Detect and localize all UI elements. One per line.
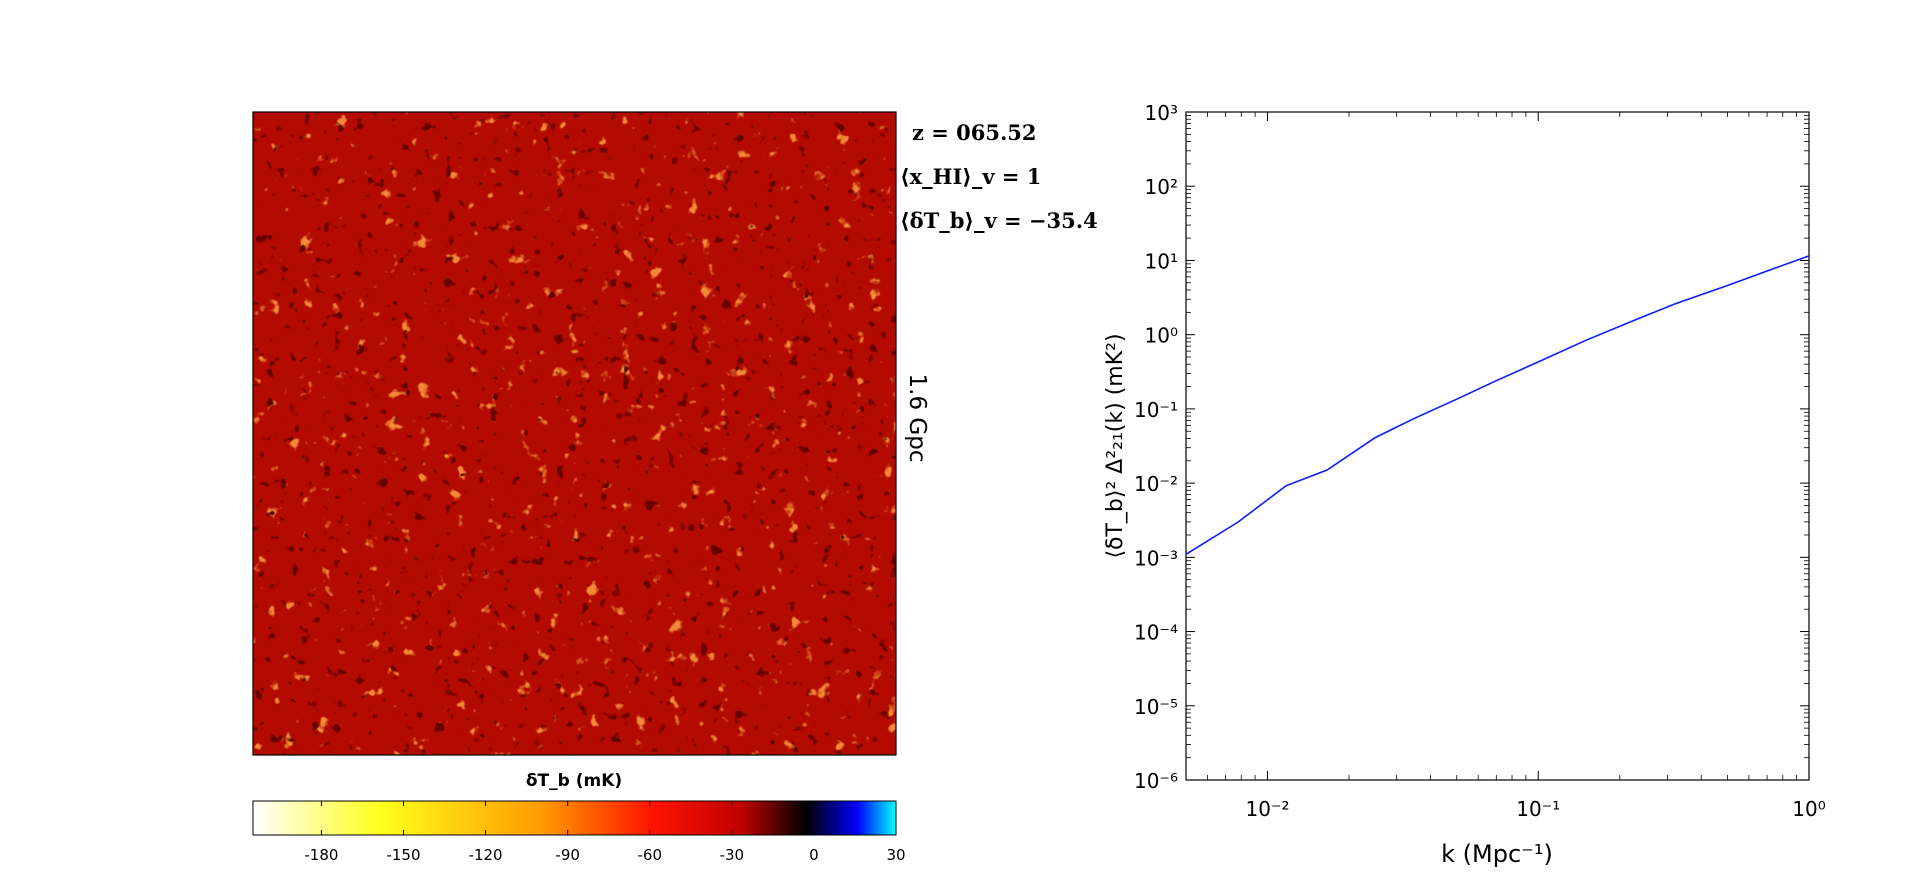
plot-area [1185,111,1810,781]
mean-dtb-label: ⟨δT_b⟩_v = −35.4 [900,208,1098,233]
colorbar-tick-label: -30 [720,846,745,864]
y-tick-label: 10¹ [1145,249,1178,273]
power-spectrum-line [1185,255,1810,555]
x-tick-label: 10⁻² [1245,797,1289,821]
colorbar-tick-label: -90 [555,846,580,864]
colorbar-tick-label: 0 [809,846,819,864]
y-tick-label: 10⁻⁴ [1134,621,1178,645]
y-tick-label: 10⁰ [1145,324,1178,348]
brightness-map-panel [252,111,897,756]
x-tick-label: 10⁰ [1792,797,1825,821]
map-frame [252,111,897,756]
redshift-label: z = 065.52 [912,120,1037,145]
y-tick-label: 10² [1145,175,1178,199]
colorbar-tick-label: 30 [886,846,905,864]
y-tick-label: 10⁻⁶ [1134,769,1178,793]
x-tick-label: 10⁻¹ [1516,797,1560,821]
y-tick-label: 10³ [1145,101,1178,125]
colorbar-tick-label: -150 [386,846,420,864]
y-tick-label: 10⁻⁵ [1134,695,1178,719]
colorbar-tick-label: -60 [637,846,662,864]
colorbar-tick-label: -180 [304,846,338,864]
y-tick-label: 10⁻² [1134,472,1178,496]
y-tick-label: 10⁻³ [1134,546,1178,570]
y-axis-label: ⟨δT_b⟩² Δ²₂₁(k) (mK²) [1103,333,1128,558]
colorbar: δT_b (mK) -180 -150 -120 -90 -60 -30 0 30 [252,771,906,864]
map-fluctuation-texture [253,112,896,755]
map-fluctuations [253,112,896,755]
neutral-fraction-label: ⟨x_HI⟩_v = 1 [900,164,1041,189]
colorbar-ticks: -180 -150 -120 -90 -60 -30 0 30 [304,801,906,864]
power-spectrum-axes: 10⁻⁶ 10⁻⁵ 10⁻⁴ 10⁻³ 10⁻² 10⁻¹ 10⁰ 10¹ 10² 10³ 10⁻²… [1134,101,1826,821]
x-axis-label: k (Mpc⁻¹) [1441,840,1553,868]
colorbar-tick-label: -120 [469,846,503,864]
y-tick-label: 10⁻¹ [1134,398,1178,422]
colorbar-title: δT_b (mK) [526,771,622,791]
box-size-label: 1.6 Gpc [904,374,930,463]
colorbar-bar [252,800,897,836]
power-spectrum-panel: 10⁻⁶ 10⁻⁵ 10⁻⁴ 10⁻³ 10⁻² 10⁻¹ 10⁰ 10¹ 10² 10³ 10⁻²… [1103,101,1826,868]
